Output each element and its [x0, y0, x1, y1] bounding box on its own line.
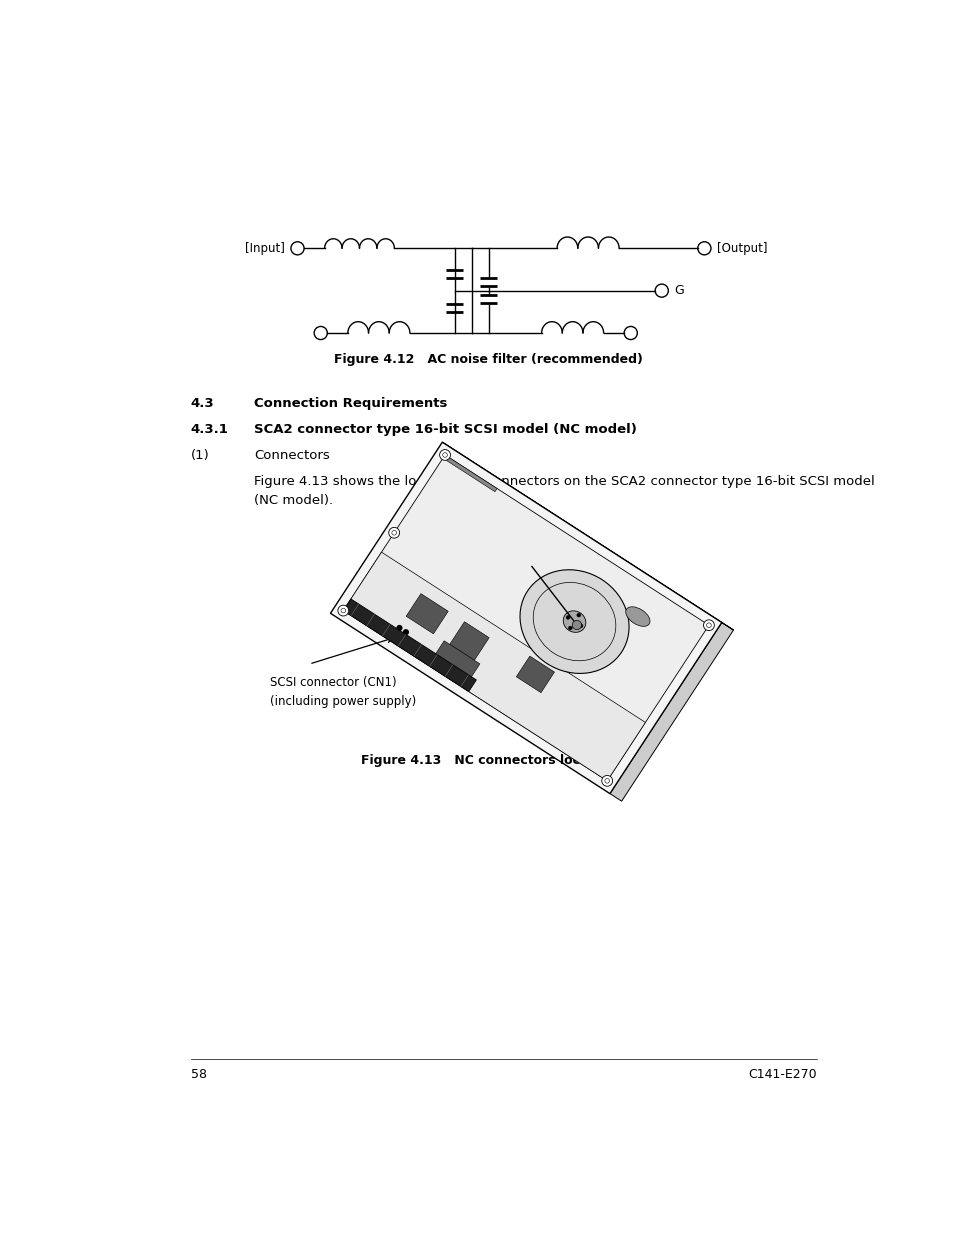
Text: (NC model).: (NC model).	[253, 494, 333, 506]
Text: (1): (1)	[191, 450, 209, 462]
Text: SCSI connector (CN1): SCSI connector (CN1)	[270, 676, 396, 689]
Circle shape	[601, 776, 612, 787]
Text: 4.3: 4.3	[191, 396, 214, 410]
Polygon shape	[609, 622, 733, 802]
Polygon shape	[406, 594, 448, 634]
Circle shape	[389, 527, 399, 538]
Text: (including power supply): (including power supply)	[270, 695, 416, 708]
Polygon shape	[330, 442, 721, 794]
Text: Figure 4.13   NC connectors location: Figure 4.13 NC connectors location	[361, 753, 616, 767]
Text: SCA2 connector type 16-bit SCSI model (NC model): SCA2 connector type 16-bit SCSI model (N…	[253, 424, 637, 436]
Circle shape	[702, 620, 714, 631]
Text: C141-E270: C141-E270	[747, 1068, 816, 1081]
Text: Connectors: Connectors	[253, 450, 330, 462]
Circle shape	[402, 629, 409, 635]
Ellipse shape	[519, 569, 628, 673]
Circle shape	[395, 625, 402, 631]
Polygon shape	[516, 656, 554, 693]
Polygon shape	[442, 442, 733, 630]
Text: G: G	[673, 284, 682, 298]
Polygon shape	[429, 641, 479, 687]
Text: [Output]: [Output]	[717, 242, 767, 254]
Polygon shape	[343, 552, 645, 781]
Text: Figure 4.13 shows the locations of connectors on the SCA2 connector type 16-bit : Figure 4.13 shows the locations of conne…	[253, 475, 874, 489]
Circle shape	[572, 620, 581, 630]
Text: 4.3.1: 4.3.1	[191, 424, 228, 436]
Ellipse shape	[625, 606, 649, 626]
Circle shape	[578, 624, 582, 627]
Circle shape	[337, 605, 349, 616]
Circle shape	[577, 614, 580, 618]
Polygon shape	[449, 621, 489, 661]
Text: Figure 4.12   AC noise filter (recommended): Figure 4.12 AC noise filter (recommended…	[335, 353, 642, 367]
Polygon shape	[343, 599, 476, 692]
Circle shape	[568, 626, 572, 630]
Polygon shape	[442, 454, 497, 492]
Text: [Input]: [Input]	[245, 242, 284, 254]
Ellipse shape	[562, 611, 585, 632]
Circle shape	[565, 615, 569, 619]
Text: 58: 58	[191, 1068, 207, 1081]
Text: Connection Requirements: Connection Requirements	[253, 396, 447, 410]
Circle shape	[439, 450, 450, 461]
Polygon shape	[343, 454, 708, 781]
